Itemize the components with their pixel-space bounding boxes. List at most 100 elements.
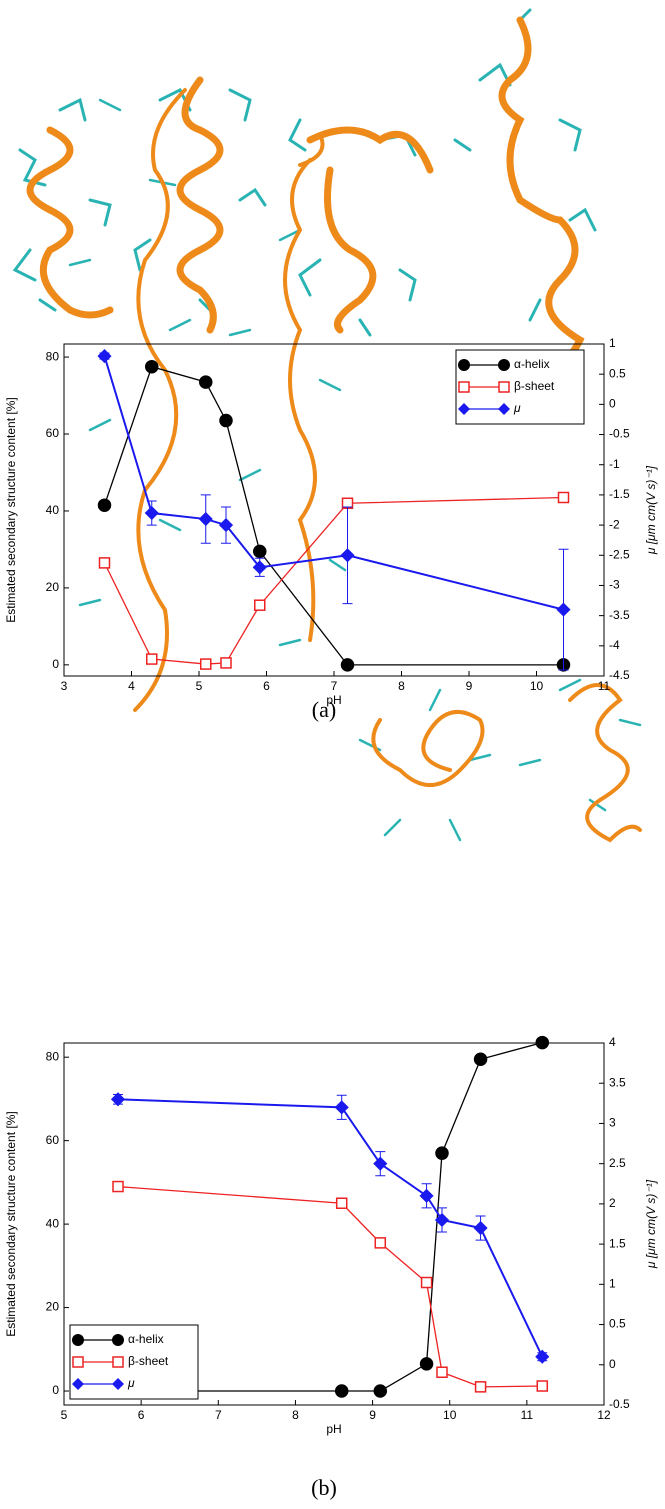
marker	[436, 1366, 448, 1378]
panel-label: (b)	[311, 1475, 337, 1500]
marker	[253, 544, 267, 559]
x-tick-label: 3	[61, 679, 68, 693]
x-tick-label: 4	[128, 679, 135, 693]
y2-tick-label: 1.5	[609, 1236, 626, 1250]
legend-marker	[72, 1378, 84, 1390]
x-tick-label: 11	[598, 679, 611, 693]
legend-marker	[458, 381, 470, 393]
x-axis-label: pH	[326, 1422, 341, 1436]
x-tick-label: 8	[292, 1408, 299, 1422]
y2-tick-label: -1	[609, 457, 620, 471]
legend-label: μ	[513, 401, 521, 415]
y-tick-label: 40	[46, 503, 60, 517]
series-line	[103, 496, 564, 665]
y2-tick-label: 0.5	[609, 1317, 626, 1331]
x-tick-label: 10	[530, 679, 544, 693]
y-tick-label: 40	[46, 1216, 60, 1230]
marker	[146, 653, 158, 665]
y2-tick-label: -2	[609, 517, 620, 531]
legend-marker	[112, 1334, 124, 1346]
marker	[474, 1381, 487, 1393]
marker	[219, 413, 233, 428]
y2-tick-label: 3	[609, 1116, 616, 1130]
y2-tick-label: -1.5	[609, 487, 630, 501]
y-axis-label: Estimated secondary structure content [%…	[4, 1111, 18, 1336]
y2-tick-label: -3	[609, 578, 620, 592]
x-tick-label: 5	[196, 679, 203, 693]
y-tick-label: 0	[52, 657, 59, 671]
y2-tick-label: -0.5	[609, 1397, 630, 1411]
x-tick-label: 12	[597, 1408, 611, 1422]
y-tick-label: 0	[52, 1383, 59, 1397]
marker	[473, 1220, 488, 1236]
y-tick-label: 20	[46, 580, 60, 594]
y2-tick-label: 0	[609, 1357, 616, 1371]
legend-marker	[498, 403, 510, 415]
x-tick-label: 10	[443, 1408, 457, 1422]
marker	[144, 505, 159, 521]
x-tick-label: 6	[138, 1408, 145, 1422]
marker	[535, 1035, 550, 1050]
y2-tick-label: 3.5	[609, 1075, 626, 1089]
marker	[110, 1092, 126, 1107]
y2-tick-label: 1	[609, 1277, 616, 1291]
y2-tick-label: -4	[609, 638, 620, 652]
marker	[473, 1052, 488, 1067]
y2-tick-label: 2	[609, 1196, 616, 1210]
legend-marker	[458, 403, 470, 415]
marker	[340, 658, 355, 672]
marker	[373, 1156, 388, 1171]
marker	[420, 1276, 433, 1289]
x-axis-label: pH	[326, 693, 341, 707]
legend-marker	[72, 1334, 84, 1346]
marker	[557, 491, 570, 504]
y2-tick-label: -3.5	[609, 608, 630, 622]
marker	[340, 548, 355, 563]
marker	[254, 599, 266, 611]
marker	[334, 1100, 349, 1115]
marker	[556, 602, 571, 617]
y-tick-label: 60	[46, 426, 60, 440]
x-tick-label: 5	[61, 1408, 68, 1422]
legend-marker	[498, 359, 510, 371]
legend-marker	[458, 359, 470, 371]
marker	[145, 359, 159, 374]
marker	[373, 1384, 388, 1398]
x-tick-label: 11	[521, 1408, 534, 1422]
legend-marker	[112, 1378, 124, 1390]
legend-marker	[72, 1356, 84, 1368]
marker	[97, 349, 112, 364]
y2-tick-label: -4.5	[609, 668, 630, 682]
marker	[218, 518, 234, 533]
y2-tick-label: -2.5	[609, 547, 630, 561]
y2-tick-label: 4	[609, 1035, 616, 1049]
legend-label: μ	[127, 1376, 135, 1390]
y-axis-label: Estimated secondary structure content [%…	[4, 397, 18, 622]
x-tick-label: 7	[331, 679, 338, 693]
y2-tick-label: 0.5	[609, 366, 626, 380]
marker	[220, 657, 232, 669]
marker	[435, 1146, 449, 1160]
x-tick-label: 7	[215, 1408, 222, 1422]
y2-axis-label: μ [μm cm(V s)⁻¹]	[644, 465, 658, 555]
legend-label: β-sheet	[514, 379, 555, 393]
y2-tick-label: 1	[609, 336, 616, 350]
legend-marker	[498, 381, 510, 393]
marker	[200, 658, 212, 670]
marker	[374, 1237, 387, 1249]
y2-tick-label: 2.5	[609, 1156, 626, 1170]
x-tick-label: 6	[263, 679, 270, 693]
marker	[434, 1212, 450, 1228]
x-tick-label: 9	[466, 679, 473, 693]
y-tick-label: 60	[46, 1133, 60, 1147]
marker	[97, 498, 112, 512]
y-tick-label: 20	[46, 1300, 60, 1314]
marker	[335, 1197, 348, 1209]
y2-axis-label: μ [μm cm(V s)⁻¹]	[644, 1179, 658, 1269]
molecule-images-b	[68, 88, 642, 843]
marker	[535, 1349, 550, 1364]
legend-label: α-helix	[128, 1332, 164, 1346]
y-tick-label: 80	[46, 349, 60, 363]
marker	[98, 557, 111, 569]
